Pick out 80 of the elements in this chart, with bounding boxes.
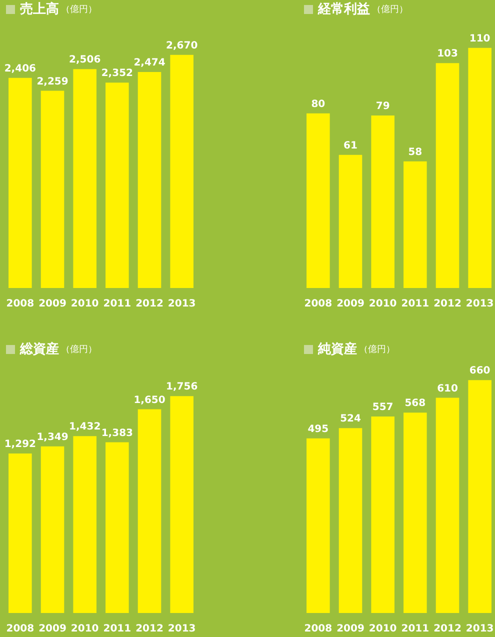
chart-subtitle: （億円） [359, 344, 395, 356]
data-label: 80 [311, 98, 326, 110]
data-label: 1,756 [166, 382, 198, 393]
x-tick-label: 2010 [368, 624, 397, 635]
bar [468, 380, 492, 613]
data-label: 103 [437, 48, 458, 60]
x-tick-label: 2012 [434, 624, 462, 635]
data-label: 660 [469, 366, 490, 377]
data-label: 61 [344, 140, 358, 152]
bar [138, 72, 162, 288]
x-tick-label: 2009 [336, 624, 364, 635]
bar [371, 116, 394, 288]
data-label: 557 [372, 402, 394, 414]
chart-title: 純資産 [318, 340, 357, 358]
bar [170, 396, 194, 613]
x-tick-label: 2010 [368, 298, 397, 310]
data-label: 2,474 [134, 58, 166, 69]
x-tick-label: 2011 [103, 298, 132, 310]
data-label: 568 [404, 398, 426, 410]
chart-title: 総資産 [20, 340, 59, 358]
x-tick-label: 2008 [304, 298, 332, 310]
x-tick-label: 2013 [466, 298, 494, 310]
x-tick-label: 2008 [304, 624, 332, 635]
chart-subtitle: （億円） [61, 344, 97, 356]
x-tick-label: 2013 [466, 624, 494, 635]
data-label: 495 [308, 424, 329, 435]
bar [73, 69, 96, 288]
bar [138, 409, 162, 613]
data-label: 2,406 [4, 63, 36, 74]
bar [306, 113, 330, 288]
x-tick-label: 2011 [401, 624, 430, 635]
bar [106, 442, 129, 613]
chart-subtitle: （億円） [61, 4, 97, 16]
data-label: 2,352 [101, 68, 134, 80]
x-tick-label: 2011 [103, 624, 132, 635]
x-tick-label: 2010 [70, 298, 99, 310]
bar [338, 154, 362, 288]
bar [468, 48, 492, 288]
x-tick-label: 2008 [6, 624, 34, 635]
bar [170, 54, 194, 288]
bar [404, 412, 427, 613]
bar [106, 82, 129, 288]
bar [8, 78, 32, 288]
data-label: 2,506 [69, 54, 101, 66]
data-label: 1,383 [101, 428, 134, 439]
data-label: 610 [437, 383, 458, 394]
data-label: 2,259 [36, 76, 68, 88]
data-label: 1,349 [36, 432, 68, 443]
chart-subtitle: （億円） [372, 4, 408, 16]
chart-title: 売上高 [20, 0, 59, 18]
data-label: 1,650 [134, 394, 166, 406]
data-label: 1,292 [4, 439, 36, 450]
bar [40, 90, 64, 288]
bar [73, 436, 96, 613]
x-tick-label: 2012 [136, 624, 164, 635]
x-tick-label: 2009 [38, 624, 66, 635]
bar [436, 398, 460, 613]
x-tick-label: 2011 [401, 298, 430, 310]
data-label: 2,670 [166, 40, 198, 52]
bar [436, 63, 460, 288]
x-tick-label: 2008 [6, 298, 34, 310]
data-label: 58 [408, 146, 422, 158]
chart-title: 経常利益 [318, 1, 370, 18]
x-tick-label: 2013 [168, 624, 196, 635]
x-tick-label: 2012 [136, 298, 164, 310]
data-label: 524 [340, 414, 361, 425]
data-label: 110 [469, 33, 490, 44]
x-tick-label: 2009 [38, 298, 66, 310]
x-tick-label: 2012 [434, 298, 462, 310]
x-tick-label: 2010 [70, 624, 99, 635]
data-label: 1,432 [69, 422, 101, 433]
bar [40, 446, 64, 613]
bar [338, 428, 362, 613]
bar [306, 438, 330, 613]
bar [8, 453, 32, 613]
bar [371, 416, 394, 613]
data-label: 79 [376, 101, 390, 112]
x-tick-label: 2013 [168, 298, 196, 310]
x-tick-label: 2009 [336, 298, 364, 310]
bar [404, 161, 427, 288]
